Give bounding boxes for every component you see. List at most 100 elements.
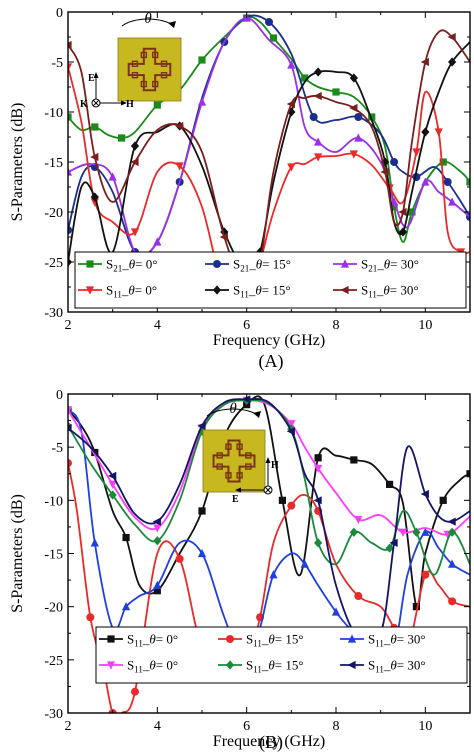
data-point <box>108 471 117 480</box>
data-point <box>197 97 207 106</box>
legend-angle: = 30° <box>397 632 426 647</box>
fractal-step <box>131 60 139 68</box>
inset-patch <box>117 37 182 102</box>
y-tick-label: -5 <box>51 56 63 71</box>
data-point <box>443 178 452 186</box>
data-point <box>420 57 429 67</box>
y-tick-label: -20 <box>44 601 63 616</box>
legend-sep: _ <box>248 283 256 298</box>
data-point <box>412 527 421 537</box>
legend-theta: θ <box>149 658 156 673</box>
fractal-step <box>140 80 148 88</box>
legend-theta: θ <box>128 283 135 298</box>
legend-sub: 11 <box>134 639 143 649</box>
data-point <box>90 192 99 202</box>
panel-b: 2 4 6 8 10 0 -5 -10 -15 -20 -25 -30 Frequency (GHz) S… <box>9 388 471 753</box>
data-point <box>118 134 126 142</box>
legend-marker <box>225 660 235 670</box>
h-arrowhead <box>121 100 127 106</box>
legend-sep: _ <box>261 658 269 673</box>
legend-label: S11_θ= 30° <box>361 283 419 300</box>
data-point <box>287 60 296 69</box>
legend-s: S <box>233 257 240 272</box>
legend-sub: 21 <box>368 264 377 274</box>
data-point <box>421 177 430 186</box>
x-tick-label: 8 <box>333 318 340 333</box>
data-point <box>448 527 457 537</box>
legend-marker <box>85 286 95 295</box>
legend-entry: S21_θ= 0° <box>78 257 157 274</box>
legend-marker <box>340 259 350 268</box>
x-axis-label: Frequency (GHz) <box>213 733 325 750</box>
data-point <box>412 603 420 611</box>
legend-theta: θ <box>129 257 136 272</box>
data-point <box>153 101 161 109</box>
legend-theta: θ <box>256 257 263 272</box>
data-point <box>278 496 286 504</box>
legend-theta: θ <box>390 632 397 647</box>
legend-angle: = 0° <box>156 632 178 647</box>
legend: S11_θ= 0° S11_θ= 15° S11_θ= 30°S11_θ= 0° S1… <box>95 626 468 684</box>
data-point <box>86 613 95 622</box>
data-point <box>153 524 162 533</box>
legend-theta: θ <box>149 632 156 647</box>
data-point <box>314 464 323 474</box>
rotation-label: θ <box>144 11 152 27</box>
y-tick-label: -25 <box>44 256 63 271</box>
data-point <box>331 607 341 616</box>
legend-s: S <box>233 283 240 298</box>
legend-marker <box>107 635 115 643</box>
y-tick-label: 0 <box>56 6 63 21</box>
data-point <box>175 162 184 171</box>
legend-label: S11_θ= 15° <box>246 658 304 675</box>
panel-caption: (B) <box>259 732 283 753</box>
data-point <box>390 158 399 166</box>
legend-marker <box>226 635 234 643</box>
y-axis-label: S-Parameters (dB) <box>9 103 26 222</box>
rotation-arrowhead <box>168 21 176 28</box>
series-layer <box>68 13 470 307</box>
data-point <box>68 40 72 50</box>
y-tick-label: -10 <box>44 494 63 509</box>
y-tick-label: 0 <box>56 388 63 403</box>
y-tick-label: -20 <box>44 206 63 221</box>
legend-entry: S11_θ= 30° <box>340 632 426 649</box>
data-point <box>313 496 322 505</box>
fractal-step <box>236 472 243 479</box>
x-axis-label: Frequency (GHz) <box>213 332 325 349</box>
legend-box <box>74 251 467 309</box>
legend-angle: = 15° <box>262 283 291 298</box>
legend-marker <box>106 661 116 670</box>
y-tick-label: -30 <box>44 707 63 722</box>
legend-sep: _ <box>142 658 150 673</box>
legend-marker <box>347 634 357 643</box>
data-point <box>350 456 358 464</box>
data-point <box>421 127 430 137</box>
y-tick-label: -15 <box>44 548 63 563</box>
y-tick-label: -5 <box>51 441 63 456</box>
data-point <box>381 157 390 167</box>
legend-sub: 21 <box>240 264 249 274</box>
data-point <box>198 56 206 64</box>
data-point <box>447 517 456 526</box>
data-point <box>314 153 323 162</box>
x-tick-label: 4 <box>154 318 161 333</box>
legend-s: S <box>368 658 375 673</box>
data-point <box>354 113 363 121</box>
data-point <box>390 203 398 211</box>
legend-angle: = 15° <box>275 632 304 647</box>
data-point <box>389 197 399 206</box>
legend-angle: = 15° <box>262 257 291 272</box>
legend-sep: _ <box>383 632 391 647</box>
data-point <box>408 208 416 216</box>
legend-entry: S21_θ= 30° <box>333 257 419 274</box>
legend-label: S11_θ= 30° <box>368 658 426 675</box>
data-point <box>68 459 72 468</box>
series-line-1 <box>68 16 470 243</box>
x-tick-label: 4 <box>154 719 161 734</box>
data-point <box>108 490 117 500</box>
legend-sep: _ <box>121 283 129 298</box>
data-point <box>349 73 358 83</box>
legend-entry: S11_θ= 15° <box>205 283 291 300</box>
